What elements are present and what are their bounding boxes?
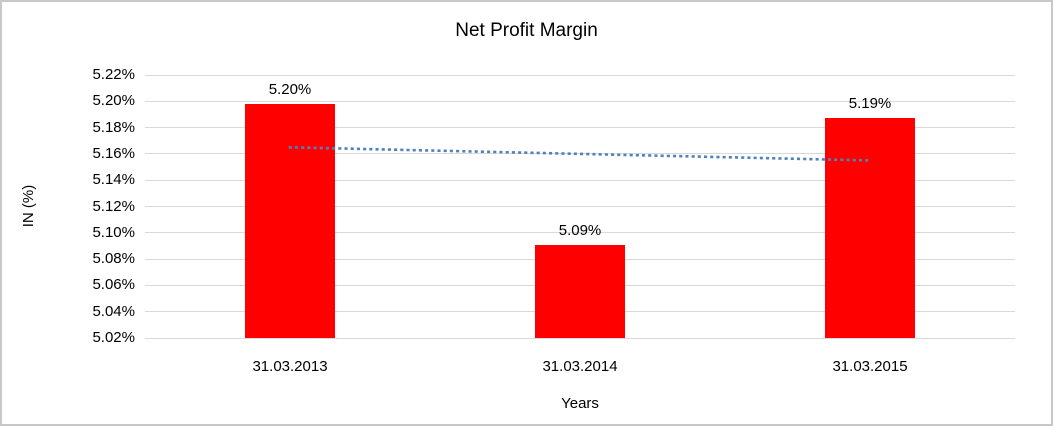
gridline: [145, 100, 1015, 102]
gridline: [145, 337, 1015, 339]
bar[interactable]: [825, 118, 915, 338]
bar[interactable]: [245, 103, 335, 338]
gridline: [145, 232, 1015, 234]
bar-data-label: 5.09%: [558, 221, 602, 239]
gridline: [145, 127, 1015, 129]
y-tick-label: 5.20%: [92, 92, 135, 110]
gridline: [145, 179, 1015, 181]
y-tick-label: 5.16%: [92, 144, 135, 162]
x-tick-label: 31.03.2014: [542, 358, 618, 375]
gridline: [145, 74, 1015, 76]
bar-data-label: 5.20%: [268, 80, 312, 98]
bar-data-label: 5.19%: [848, 95, 892, 113]
y-tick-label: 5.14%: [92, 171, 135, 189]
y-tick-label: 5.02%: [92, 329, 135, 346]
y-tick-label: 5.06%: [92, 276, 135, 294]
chart-title: Net Profit Margin: [455, 20, 598, 41]
y-tick-label: 5.22%: [92, 66, 135, 83]
bar[interactable]: [535, 244, 625, 338]
x-tick-label: 31.03.2015: [832, 358, 908, 375]
y-tick-label: 5.04%: [92, 302, 135, 320]
x-tick-label: 31.03.2013: [252, 358, 328, 375]
y-tick-label: 5.08%: [92, 250, 135, 268]
gridline: [145, 206, 1015, 207]
y-tick-label: 5.10%: [92, 223, 135, 241]
y-axis-title-text: IN (%): [20, 184, 37, 228]
y-tick-label: 5.12%: [92, 197, 135, 215]
y-tick-label: 5.18%: [92, 118, 135, 136]
x-axis-title: Years: [561, 395, 599, 412]
